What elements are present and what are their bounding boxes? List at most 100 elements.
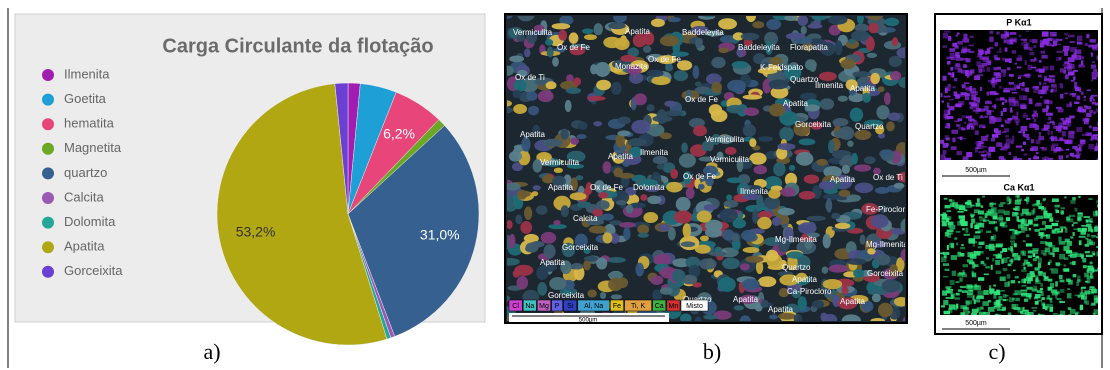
grain bbox=[566, 87, 581, 94]
map-pixel bbox=[1035, 280, 1040, 284]
map-pixel bbox=[962, 290, 968, 293]
map-pixel bbox=[982, 196, 985, 198]
map-pixel bbox=[1074, 102, 1079, 104]
map-pixel bbox=[1079, 236, 1086, 238]
map-pixel bbox=[1070, 102, 1072, 106]
mineral-label: Apatita bbox=[792, 275, 817, 284]
legend-label: Al, Na bbox=[584, 303, 603, 310]
grain bbox=[512, 90, 521, 98]
map-pixel bbox=[1084, 96, 1086, 98]
grain bbox=[665, 64, 673, 72]
map-pixel bbox=[1028, 65, 1032, 70]
map-pixel bbox=[1085, 301, 1089, 305]
map-pixel bbox=[1009, 58, 1012, 63]
map-pixel bbox=[1085, 251, 1090, 253]
map-pixel bbox=[1093, 112, 1095, 115]
map-pixel bbox=[1036, 152, 1039, 154]
map-pixel bbox=[1070, 262, 1074, 265]
grain bbox=[647, 196, 661, 205]
map-pixel bbox=[1033, 275, 1038, 277]
map-pixel bbox=[970, 88, 977, 93]
grain bbox=[514, 265, 533, 276]
mineral-label: Ox de Fe bbox=[590, 183, 623, 192]
map-pixel bbox=[1013, 156, 1017, 161]
map-pixel bbox=[1070, 309, 1076, 314]
grain bbox=[757, 217, 772, 230]
grain bbox=[681, 241, 696, 247]
map-pixel bbox=[992, 258, 994, 262]
grain bbox=[876, 105, 889, 119]
legend-label: Ca bbox=[655, 303, 664, 310]
map-pixel bbox=[1051, 131, 1053, 135]
map-pixel bbox=[1031, 67, 1036, 69]
map-pixel bbox=[947, 103, 949, 108]
map-pixel bbox=[1010, 240, 1015, 242]
map-pixel bbox=[1067, 288, 1070, 290]
grain bbox=[699, 258, 717, 269]
map-pixel bbox=[1092, 72, 1098, 77]
map-pixel bbox=[1015, 298, 1019, 301]
map-pixel bbox=[974, 225, 979, 230]
map-pixel bbox=[975, 231, 980, 233]
map-pixel bbox=[1056, 107, 1062, 109]
grain bbox=[769, 314, 778, 319]
grain bbox=[743, 124, 756, 137]
map-pixel bbox=[1068, 35, 1075, 38]
map-pixel bbox=[1024, 134, 1030, 138]
map-pixel bbox=[1051, 289, 1057, 292]
grain bbox=[847, 194, 861, 201]
map-pixel bbox=[1053, 34, 1056, 36]
map-pixel bbox=[989, 91, 995, 95]
grain bbox=[734, 305, 744, 310]
map-pixel bbox=[1021, 293, 1027, 296]
map-pixel bbox=[1077, 217, 1081, 221]
map-pixel bbox=[972, 120, 976, 122]
map-pixel bbox=[1002, 131, 1006, 133]
grain bbox=[769, 79, 789, 89]
map-pixel bbox=[1010, 235, 1015, 239]
map-pixel bbox=[1018, 55, 1023, 60]
map-pixel bbox=[988, 61, 991, 65]
grain bbox=[611, 294, 622, 299]
map-pixel bbox=[993, 216, 998, 220]
caption: b) bbox=[703, 339, 721, 364]
grain bbox=[608, 278, 623, 291]
grain bbox=[674, 70, 689, 81]
map-pixel bbox=[985, 266, 989, 268]
map-pixel bbox=[1068, 57, 1075, 62]
map-pixel bbox=[979, 218, 985, 221]
grain bbox=[841, 286, 848, 294]
grain bbox=[679, 153, 696, 167]
eds-title: Ca Kα1 bbox=[1003, 182, 1034, 192]
map-pixel bbox=[1090, 262, 1093, 265]
map-pixel bbox=[1040, 96, 1042, 98]
map-pixel bbox=[951, 130, 958, 134]
map-pixel bbox=[988, 80, 993, 82]
grain bbox=[600, 292, 606, 299]
grain bbox=[524, 206, 532, 220]
legend-marker bbox=[42, 118, 54, 130]
mineral-label: Florapatita bbox=[790, 43, 828, 52]
map-pixel bbox=[970, 69, 975, 73]
legend-label: Fe bbox=[613, 303, 621, 310]
grain bbox=[787, 251, 804, 258]
map-pixel bbox=[999, 86, 1002, 89]
map-pixel bbox=[1018, 131, 1021, 133]
map-pixel bbox=[955, 64, 961, 69]
map-pixel bbox=[946, 297, 951, 299]
grain bbox=[709, 251, 727, 256]
map-pixel bbox=[942, 222, 947, 227]
map-pixel bbox=[1039, 60, 1042, 63]
map-pixel bbox=[996, 244, 1002, 247]
map-pixel bbox=[956, 204, 963, 209]
grain bbox=[647, 70, 664, 77]
map-pixel bbox=[1007, 203, 1010, 205]
map-pixel bbox=[961, 216, 964, 221]
legend-label: Goetita bbox=[64, 91, 107, 106]
map-pixel bbox=[946, 123, 950, 126]
map-pixel bbox=[1035, 125, 1039, 130]
grain bbox=[722, 258, 740, 270]
map-pixel bbox=[1014, 119, 1020, 123]
map-pixel bbox=[1071, 80, 1075, 82]
grain bbox=[695, 39, 703, 49]
